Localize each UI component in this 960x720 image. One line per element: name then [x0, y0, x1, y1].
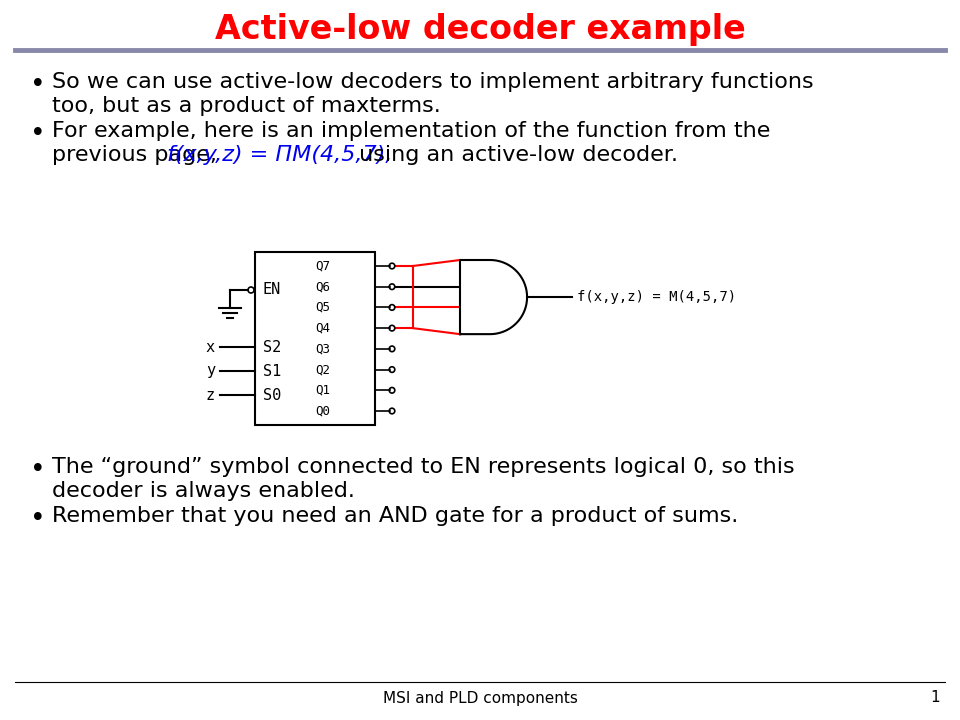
Text: Q0: Q0: [315, 405, 330, 418]
Text: Q4: Q4: [315, 322, 330, 335]
Text: f(x,y,z) = ΠM(4,5,7),: f(x,y,z) = ΠM(4,5,7),: [167, 145, 393, 165]
Text: •: •: [30, 506, 46, 532]
Text: x: x: [205, 340, 215, 354]
Polygon shape: [460, 260, 527, 334]
Text: Remember that you need an AND gate for a product of sums.: Remember that you need an AND gate for a…: [52, 506, 738, 526]
Text: Q1: Q1: [315, 384, 330, 397]
Text: 1: 1: [930, 690, 940, 706]
Text: Q6: Q6: [315, 280, 330, 293]
Text: f(x,y,z) = M(4,5,7): f(x,y,z) = M(4,5,7): [577, 290, 736, 304]
Text: •: •: [30, 457, 46, 483]
Text: MSI and PLD components: MSI and PLD components: [383, 690, 577, 706]
Text: Q3: Q3: [315, 342, 330, 356]
Text: too, but as a product of maxterms.: too, but as a product of maxterms.: [52, 96, 441, 116]
Text: •: •: [30, 72, 46, 98]
Text: Q5: Q5: [315, 301, 330, 314]
Text: S0: S0: [263, 387, 281, 402]
Text: For example, here is an implementation of the function from the: For example, here is an implementation o…: [52, 121, 770, 141]
Text: z: z: [205, 387, 215, 402]
Text: EN: EN: [263, 282, 281, 297]
Text: S2: S2: [263, 340, 281, 354]
Text: using an active-low decoder.: using an active-low decoder.: [352, 145, 678, 165]
Text: The “ground” symbol connected to EN represents logical 0, so this: The “ground” symbol connected to EN repr…: [52, 457, 795, 477]
Text: S1: S1: [263, 364, 281, 379]
Text: decoder is always enabled.: decoder is always enabled.: [52, 481, 355, 501]
Bar: [255, 252, 375, 425]
Text: previous page,: previous page,: [52, 145, 224, 165]
Text: •: •: [30, 121, 46, 147]
Text: Active-low decoder example: Active-low decoder example: [215, 14, 745, 47]
Text: y: y: [205, 364, 215, 379]
Text: Q2: Q2: [315, 363, 330, 376]
Text: Q7: Q7: [315, 259, 330, 272]
Text: So we can use active-low decoders to implement arbitrary functions: So we can use active-low decoders to imp…: [52, 72, 814, 92]
